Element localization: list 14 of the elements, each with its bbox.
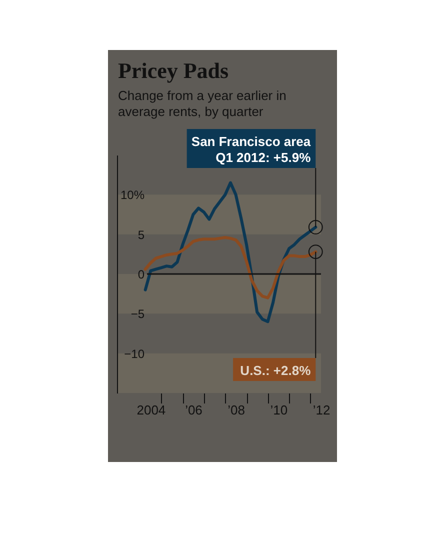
x-tick-label: ’08: [228, 402, 246, 418]
y-tick-label: −10: [124, 346, 145, 361]
x-tick-label: ’10: [270, 402, 288, 418]
annotation: U.S.: +2.8%: [240, 363, 312, 378]
annotation: San Francisco area Q1 2012: +5.9%: [191, 134, 312, 165]
y-tick-label: 5: [138, 228, 145, 242]
x-tick-label: 2004: [136, 402, 166, 418]
x-tick-label: ’06: [185, 402, 202, 418]
y-tick-label: 0: [138, 268, 145, 282]
chart-subtitle: Change from a year earlier in average rents, by quarter: [118, 88, 286, 119]
y-tick-label: −5: [130, 307, 145, 322]
chart-title: Pricey Pads: [118, 58, 230, 83]
y-tick-label: 10%: [120, 188, 145, 202]
x-tick-label: ’12: [312, 402, 330, 418]
